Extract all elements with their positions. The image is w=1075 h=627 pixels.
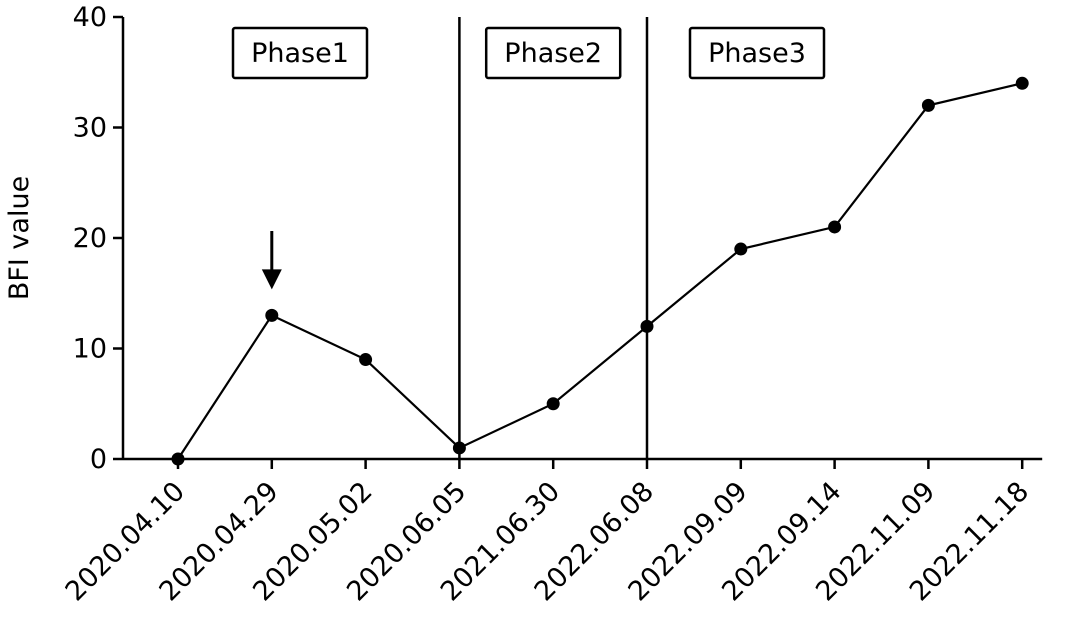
phase-box: [484, 26, 622, 80]
phase-box: [231, 26, 369, 80]
y-tick-label: 40: [73, 2, 107, 33]
phase-text: Phase3: [708, 38, 806, 69]
y-tick-label: 20: [73, 223, 107, 254]
data-point: [828, 220, 842, 234]
phase-boundaries: [458, 17, 649, 459]
y-tick-label: 30: [73, 113, 107, 144]
phase-label-2: Phase2: [484, 26, 622, 80]
phase-text: Phase2: [504, 38, 602, 69]
y-tick-label: 0: [90, 444, 107, 475]
phase-text: Phase1: [251, 38, 349, 69]
data-point: [265, 308, 279, 322]
annotations: [261, 231, 282, 290]
x-ticks: 2020.04.102020.04.292020.05.022020.06.05…: [60, 459, 1035, 607]
data-point: [921, 98, 935, 112]
phase-box: [688, 26, 826, 80]
data-point: [734, 242, 748, 256]
data-point: [452, 441, 466, 455]
series-line: [177, 82, 1023, 460]
phase-label-1: Phase1: [231, 26, 369, 80]
arrow-down-icon: [261, 231, 282, 290]
data-point: [171, 452, 185, 466]
y-ticks: 0 10 20 30 40: [73, 2, 123, 475]
phase-labels: Phase1 Phase2 Phase3: [231, 26, 826, 80]
y-axis-label: BFI value: [4, 176, 35, 300]
data-point: [640, 319, 654, 333]
data-point: [359, 353, 373, 367]
axes: [121, 17, 1043, 461]
phase-label-3: Phase3: [688, 26, 826, 80]
y-tick-label: 10: [73, 334, 107, 365]
data-point: [546, 397, 560, 411]
series-bfi: [171, 76, 1029, 466]
data-point: [1015, 76, 1029, 90]
